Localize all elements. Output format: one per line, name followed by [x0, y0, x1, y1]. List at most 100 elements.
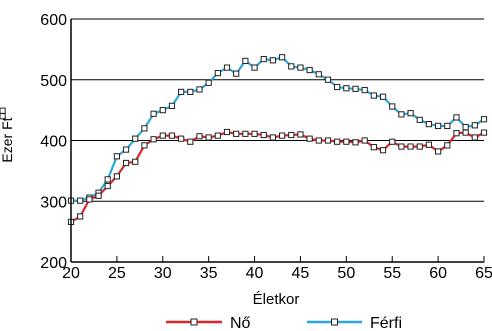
data-point	[187, 88, 194, 96]
data-point	[223, 64, 231, 71]
data-point	[343, 85, 350, 92]
x-tick-label: 55	[383, 265, 401, 282]
data-point	[251, 64, 258, 71]
data-point	[453, 130, 460, 137]
data-point	[260, 131, 267, 139]
data-point	[0, 113, 6, 120]
data-point	[288, 63, 295, 70]
data-point	[196, 133, 203, 140]
data-point	[132, 135, 139, 142]
data-point	[407, 143, 414, 150]
legend-label: Férfi	[370, 315, 402, 331]
data-point	[288, 131, 295, 139]
x-tick-label: 65	[475, 265, 492, 282]
data-point	[297, 131, 304, 138]
series-line	[71, 56, 485, 202]
data-point	[113, 173, 120, 180]
data-point	[122, 146, 130, 153]
x-tick-label: 25	[108, 265, 126, 282]
series-line	[70, 130, 485, 223]
data-point	[315, 137, 322, 144]
y-axis-ticks: 200 300 400 500 600	[40, 12, 67, 272]
data-point	[398, 143, 405, 150]
data-point	[260, 55, 267, 63]
data-point	[168, 132, 176, 139]
data-point	[150, 136, 157, 143]
data-point	[416, 143, 423, 150]
x-tick-label: 30	[154, 265, 172, 282]
data-point	[86, 196, 93, 203]
data-point	[269, 134, 277, 141]
data-point	[444, 142, 451, 149]
data-point	[159, 132, 166, 139]
data-point	[242, 57, 249, 65]
data-point	[141, 142, 148, 149]
data-point	[233, 70, 240, 77]
x-axis-ticks: 20 25 30 35 40 45 50 55 60 65	[62, 256, 492, 282]
data-point	[389, 103, 396, 110]
data-point	[251, 130, 258, 137]
data-point	[324, 137, 332, 144]
data-point	[444, 122, 451, 130]
data-point	[370, 144, 377, 151]
data-point	[361, 137, 368, 144]
x-tick-label: 20	[62, 265, 80, 282]
data-point	[407, 110, 414, 117]
data-point	[223, 128, 231, 136]
data-point	[425, 120, 433, 128]
data-point	[398, 111, 405, 118]
y-axis-label: Ezer Ft	[0, 117, 15, 162]
data-point	[150, 110, 157, 117]
x-tick-label: 40	[246, 265, 264, 282]
x-tick-label: 60	[429, 265, 447, 282]
data-point	[113, 153, 120, 160]
data-point	[480, 129, 488, 136]
series-no	[0, 113, 488, 226]
data-point	[77, 213, 84, 220]
data-point	[425, 141, 433, 148]
data-point	[95, 192, 102, 199]
data-point	[435, 148, 442, 155]
data-point	[104, 182, 111, 190]
x-tick-label: 35	[200, 265, 218, 282]
x-tick-label: 45	[292, 265, 310, 282]
data-point	[435, 122, 442, 130]
data-point	[122, 159, 130, 167]
data-point	[0, 107, 6, 114]
y-tick-label: 300	[40, 194, 67, 211]
data-point	[242, 130, 249, 137]
x-tick-label: 50	[337, 265, 355, 282]
x-axis-label: Életkor	[253, 291, 300, 308]
y-tick-label: 500	[40, 73, 67, 90]
data-point	[269, 57, 277, 64]
data-point	[462, 124, 469, 131]
data-point	[159, 107, 166, 114]
series-layer	[0, 54, 488, 226]
y-tick-label: 400	[40, 134, 67, 151]
data-point	[77, 197, 84, 204]
data-point	[306, 135, 313, 142]
legend-item: Férfi	[307, 315, 402, 331]
data-point	[196, 86, 203, 93]
data-point	[324, 76, 332, 83]
data-point	[178, 88, 185, 96]
data-point	[214, 69, 221, 77]
data-point	[379, 93, 387, 100]
data-point	[471, 134, 478, 141]
data-point	[214, 132, 221, 139]
data-point	[141, 125, 148, 132]
data-point	[104, 176, 111, 183]
legend-swatch-marker	[331, 318, 338, 326]
data-point	[471, 122, 478, 129]
data-point	[278, 132, 286, 139]
y-tick-label: 200	[40, 255, 67, 272]
data-point	[334, 138, 341, 145]
data-point	[205, 134, 212, 141]
data-point	[205, 79, 212, 86]
data-point	[233, 130, 240, 137]
data-point	[480, 116, 488, 123]
data-point	[361, 86, 368, 94]
data-point	[278, 54, 286, 61]
data-point	[343, 138, 350, 145]
